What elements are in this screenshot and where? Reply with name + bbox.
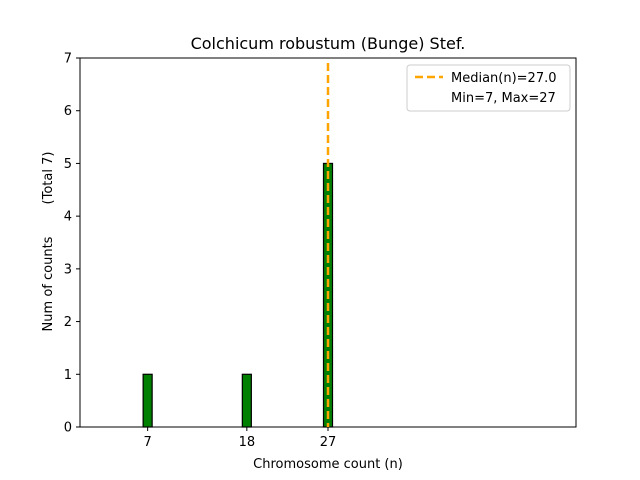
y-tick-label: 0 bbox=[64, 421, 72, 436]
bar-7 bbox=[142, 373, 153, 428]
y-tick-label: 5 bbox=[64, 157, 72, 172]
legend-range-label: Min=7, Max=27 bbox=[451, 91, 556, 106]
y-tick-label: 1 bbox=[64, 368, 72, 383]
y-tick-label: 3 bbox=[64, 262, 72, 277]
chart-title: Colchicum robustum (Bunge) Stef. bbox=[191, 34, 466, 53]
y-axis-ticks: 0 1 2 3 4 5 6 7 bbox=[64, 52, 80, 436]
y-tick-label: 6 bbox=[64, 104, 72, 119]
y-tick-label: 7 bbox=[64, 52, 72, 67]
y-tick-label: 2 bbox=[64, 315, 72, 330]
y-tick-label: 4 bbox=[64, 210, 72, 225]
x-tick-label: 7 bbox=[143, 435, 151, 450]
x-axis-label: Chromosome count (n) bbox=[253, 457, 403, 472]
y-axis-total-label: (Total 7) bbox=[41, 152, 56, 205]
legend: Median(n)=27.0 Min=7, Max=27 bbox=[406, 64, 571, 112]
bar-18 bbox=[241, 373, 252, 428]
legend-box bbox=[406, 64, 571, 112]
x-tick-label: 27 bbox=[320, 435, 337, 450]
y-axis-label: Num of counts bbox=[41, 236, 56, 331]
x-axis-ticks: 7 18 27 bbox=[143, 427, 336, 450]
bars bbox=[142, 162, 334, 428]
legend-median-label: Median(n)=27.0 bbox=[451, 71, 557, 86]
x-tick-label: 18 bbox=[239, 435, 256, 450]
